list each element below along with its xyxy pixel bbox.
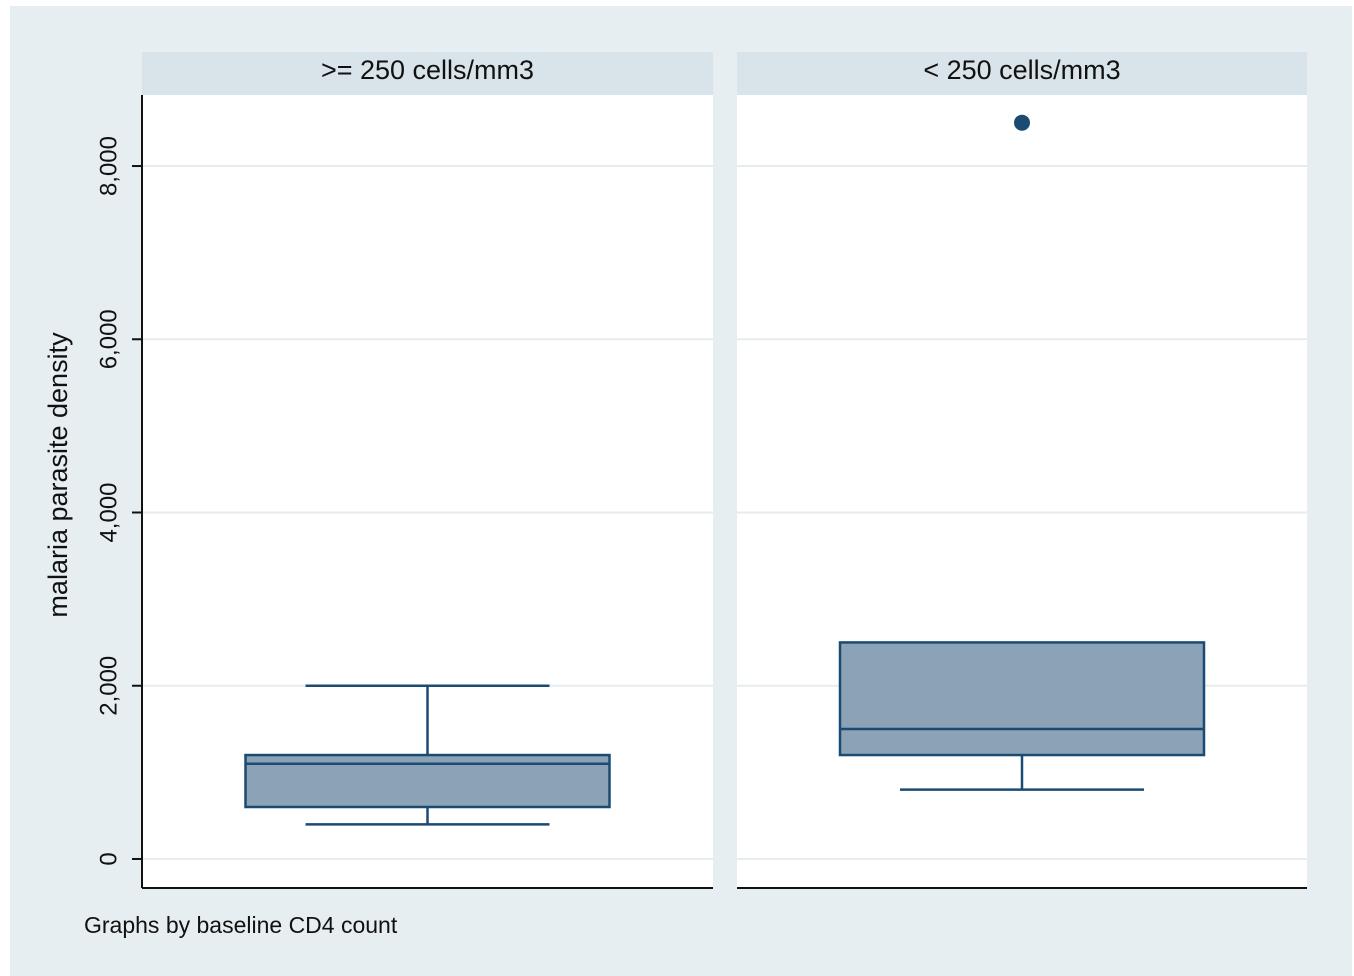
y-tick-label: 2,000 [95,656,122,716]
panel-header [142,52,713,95]
panel-title: < 250 cells/mm3 [923,55,1120,85]
y-tick-label: 8,000 [95,136,122,196]
panel-title: >= 250 cells/mm3 [321,55,534,85]
y-tick-label: 0 [95,852,122,865]
outlier [1014,114,1030,131]
y-tick-label: 4,000 [95,482,122,542]
note: Graphs by baseline CD4 count [84,912,398,938]
box [838,641,1206,757]
y-tick-label: 6,000 [95,309,122,369]
y-axis-label: malaria parasite density [43,332,73,618]
panel-header [737,52,1307,95]
